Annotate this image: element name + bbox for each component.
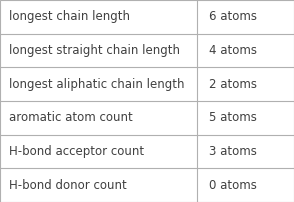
Text: 0 atoms: 0 atoms <box>209 179 257 192</box>
Text: 3 atoms: 3 atoms <box>209 145 257 158</box>
Text: longest straight chain length: longest straight chain length <box>9 44 180 57</box>
Text: aromatic atom count: aromatic atom count <box>9 111 133 124</box>
Text: H-bond acceptor count: H-bond acceptor count <box>9 145 144 158</box>
Text: 5 atoms: 5 atoms <box>209 111 257 124</box>
Text: 6 atoms: 6 atoms <box>209 10 257 23</box>
Text: longest chain length: longest chain length <box>9 10 130 23</box>
Text: 2 atoms: 2 atoms <box>209 78 257 91</box>
Text: 4 atoms: 4 atoms <box>209 44 257 57</box>
Text: longest aliphatic chain length: longest aliphatic chain length <box>9 78 184 91</box>
Text: H-bond donor count: H-bond donor count <box>9 179 127 192</box>
